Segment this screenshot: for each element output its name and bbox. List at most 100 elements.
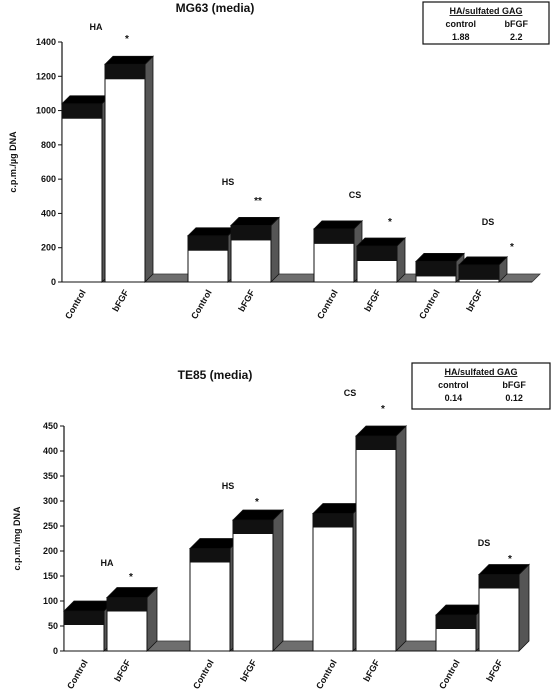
bar-cs-bfgf — [356, 237, 406, 283]
x-category-label: bFGF — [362, 288, 383, 314]
bar-cap — [416, 261, 456, 277]
y-tick-label: 1400 — [36, 37, 56, 47]
y-tick-label: 200 — [41, 243, 56, 253]
bar-hs-control — [187, 226, 237, 283]
y-tick-label: 200 — [43, 546, 58, 556]
bar-top — [232, 509, 284, 521]
bar-cap — [233, 520, 273, 534]
significance-marker: * — [381, 404, 385, 415]
bar-side — [144, 55, 154, 283]
x-category-label: Control — [437, 658, 462, 691]
x-category-label: Control — [315, 288, 340, 321]
y-tick-label: 300 — [43, 496, 58, 506]
bar-top — [61, 95, 111, 105]
significance-marker: * — [125, 34, 129, 45]
x-category-label: bFGF — [110, 288, 131, 314]
chart-mg63: MG63 (media) c.p.m./µg DNA 0 200 400 600 800 10… — [8, 1, 550, 321]
y-tick-label: 0 — [51, 277, 56, 287]
y-tick-label: 50 — [48, 621, 58, 631]
bar-side — [270, 216, 280, 283]
x-category-label: bFGF — [361, 658, 382, 684]
inset-value: 2.2 — [510, 32, 523, 42]
y-tick-label: 400 — [43, 446, 58, 456]
bar-cs-bfgf — [355, 425, 407, 652]
bar-top — [458, 256, 508, 266]
bar-cap — [436, 615, 476, 629]
significance-marker: * — [255, 497, 259, 508]
group-label: HS — [222, 481, 235, 491]
inset-column-header: bFGF — [504, 19, 528, 29]
inset-border — [411, 362, 551, 410]
bar-top — [106, 587, 158, 598]
bar-side — [272, 509, 284, 652]
y-tick-label: 600 — [41, 174, 56, 184]
y-tick-label: 0 — [53, 646, 58, 656]
bar-side — [518, 563, 530, 652]
bar-front — [312, 513, 354, 652]
y-tick-label: 250 — [43, 521, 58, 531]
y-axis-label: c.p.m./µg DNA — [8, 131, 18, 193]
bar-hs-bfgf — [232, 509, 284, 652]
y-axis-label: c.p.m./mg DNA — [12, 506, 22, 571]
significance-marker: * — [129, 572, 133, 583]
x-category-label: Control — [314, 658, 339, 691]
bar-top — [230, 217, 280, 226]
bar-front — [61, 103, 103, 283]
group-label: HS — [222, 177, 235, 187]
y-tick-label: 100 — [43, 596, 58, 606]
significance-marker: * — [508, 554, 512, 565]
bar-cap — [313, 513, 353, 528]
bar-top — [355, 425, 407, 437]
bar-top — [356, 237, 406, 247]
bar-hs-bfgf — [230, 216, 280, 283]
bar-cap — [314, 228, 354, 244]
bar-top — [187, 227, 237, 237]
bar-cap — [62, 103, 102, 119]
bar-cap — [105, 64, 145, 80]
significance-marker: * — [388, 217, 392, 228]
bar-front — [355, 435, 397, 652]
bar-top — [415, 253, 465, 262]
bar-cap — [459, 264, 499, 280]
bar-top — [313, 220, 363, 230]
inset-value: 0.12 — [505, 393, 523, 403]
group-label: DS — [478, 538, 491, 548]
bar-ds-bfgf — [458, 255, 508, 283]
bar-front — [232, 519, 274, 652]
inset-heading: HA/sulfated GAG — [444, 367, 517, 377]
inset-column-header: control — [446, 19, 477, 29]
y-tick-label: 150 — [43, 571, 58, 581]
y-tick-label: 400 — [41, 208, 56, 218]
x-category-label: bFGF — [464, 288, 485, 314]
bar-ha-control — [61, 94, 111, 283]
bar-top — [478, 564, 530, 575]
inset-border — [422, 1, 550, 45]
bar-ds-bfgf — [478, 563, 530, 652]
x-category-label: Control — [417, 288, 442, 321]
group-label: HA — [90, 22, 103, 32]
group-label: CS — [349, 190, 362, 200]
y-tick-label: 1200 — [36, 71, 56, 81]
chart-title: TE85 (media) — [178, 368, 253, 382]
bar-cap — [190, 548, 230, 563]
inset-table: HA/sulfated GAG control bFGF 0.14 0.12 — [411, 362, 551, 410]
bar-cap — [356, 436, 396, 450]
bar-cap — [231, 225, 271, 241]
x-category-label: bFGF — [112, 658, 133, 684]
y-tick-label: 450 — [43, 421, 58, 431]
bar-cap — [357, 246, 397, 261]
bar-cs-control — [313, 219, 363, 283]
x-category-label: Control — [189, 288, 214, 321]
bar-side — [395, 425, 407, 652]
significance-marker: ** — [254, 196, 262, 207]
bar-cap — [188, 235, 228, 251]
bar-cap — [479, 574, 519, 589]
bar-top — [104, 55, 154, 65]
chart-title: MG63 (media) — [176, 1, 255, 15]
chart-te85: TE85 (media) c.p.m./mg DNA 0 50 100 150 200 250… — [12, 362, 551, 691]
inset-table: HA/sulfated GAG control bFGF 1.88 2.2 — [422, 1, 550, 45]
bar-side — [146, 586, 158, 652]
x-category-label: Control — [65, 658, 90, 691]
